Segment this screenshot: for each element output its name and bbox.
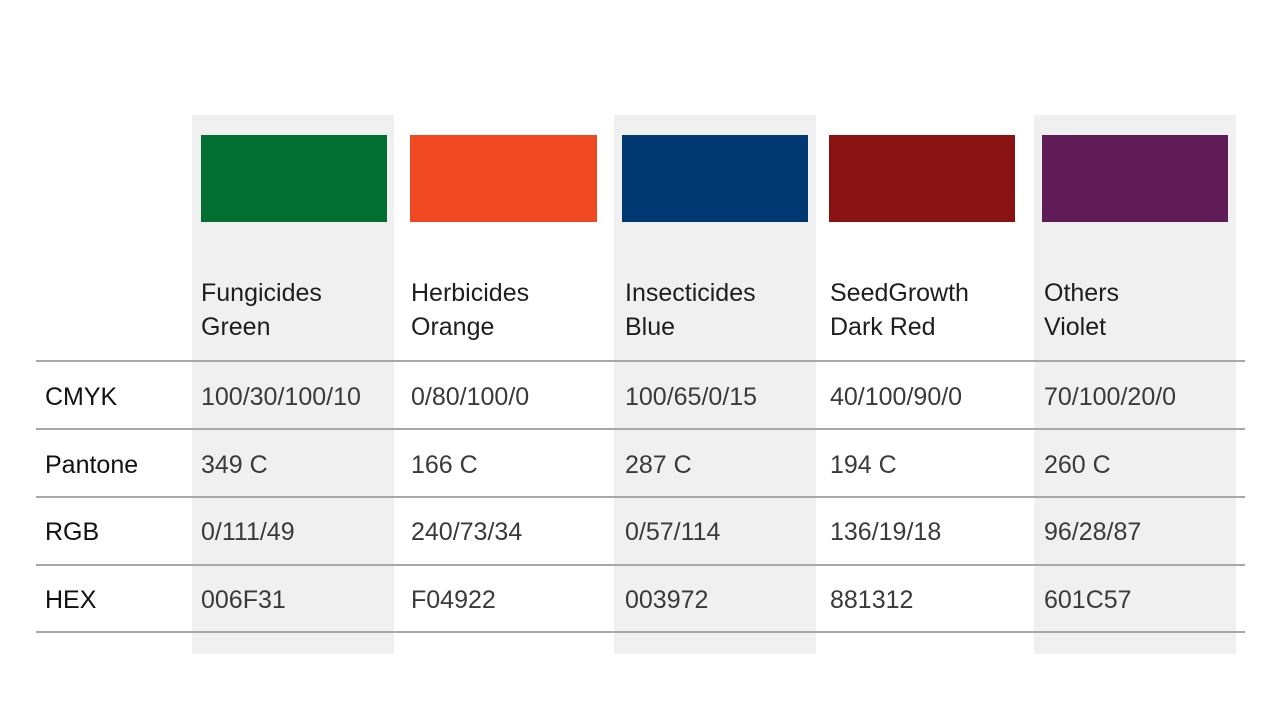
cell-hex-insecticides: 003972 — [625, 586, 709, 614]
column-heading-fungicides: Fungicides Green — [201, 276, 322, 344]
cell-pantone-seedgrowth: 194 C — [830, 451, 897, 479]
cell-hex-others: 601C57 — [1044, 586, 1132, 614]
swatch-herbicides-orange — [410, 135, 597, 222]
cell-cmyk-seedgrowth: 40/100/90/0 — [830, 383, 963, 411]
swatch-insecticides-blue — [622, 135, 808, 222]
cell-cmyk-insecticides: 100/65/0/15 — [625, 383, 758, 411]
cell-pantone-fungicides: 349 C — [201, 451, 268, 479]
column-heading-herbicides: Herbicides Orange — [411, 276, 529, 344]
column-heading-color: Blue — [625, 313, 676, 341]
cell-rgb-seedgrowth: 136/19/18 — [830, 518, 942, 546]
swatch-seedgrowth-dark-red — [829, 135, 1015, 222]
column-heading-name: Insecticides — [625, 279, 756, 307]
cell-cmyk-fungicides: 100/30/100/10 — [201, 383, 361, 411]
cell-rgb-herbicides: 240/73/34 — [411, 518, 523, 546]
cell-hex-fungicides: 006F31 — [201, 586, 286, 614]
column-heading-name: SeedGrowth — [830, 279, 969, 307]
row-divider — [36, 496, 1245, 498]
row-label-cmyk: CMYK — [45, 383, 118, 411]
cell-hex-herbicides: F04922 — [411, 586, 496, 614]
cell-cmyk-others: 70/100/20/0 — [1044, 383, 1177, 411]
column-heading-seedgrowth: SeedGrowth Dark Red — [830, 276, 969, 344]
swatch-others-violet — [1042, 135, 1228, 222]
column-heading-insecticides: Insecticides Blue — [625, 276, 756, 344]
column-heading-color: Dark Red — [830, 313, 936, 341]
row-divider — [36, 428, 1245, 430]
row-divider — [36, 631, 1245, 633]
row-label-hex: HEX — [45, 586, 97, 614]
cell-pantone-others: 260 C — [1044, 451, 1111, 479]
cell-hex-seedgrowth: 881312 — [830, 586, 914, 614]
row-label-pantone: Pantone — [45, 451, 139, 479]
row-label-rgb: RGB — [45, 518, 100, 546]
column-heading-name: Herbicides — [411, 279, 530, 307]
row-divider — [36, 360, 1245, 362]
column-heading-color: Green — [201, 313, 271, 341]
cell-rgb-fungicides: 0/111/49 — [201, 518, 295, 546]
swatch-fungicides-green — [201, 135, 387, 222]
column-heading-others: Others Violet — [1044, 276, 1119, 344]
column-heading-color: Violet — [1044, 313, 1107, 341]
cell-pantone-insecticides: 287 C — [625, 451, 692, 479]
cell-pantone-herbicides: 166 C — [411, 451, 478, 479]
column-heading-name: Others — [1044, 279, 1120, 307]
column-heading-name: Fungicides — [201, 279, 322, 307]
cell-cmyk-herbicides: 0/80/100/0 — [411, 383, 530, 411]
cell-rgb-insecticides: 0/57/114 — [625, 518, 721, 546]
cell-rgb-others: 96/28/87 — [1044, 518, 1142, 546]
column-heading-color: Orange — [411, 313, 495, 341]
row-divider — [36, 564, 1245, 566]
